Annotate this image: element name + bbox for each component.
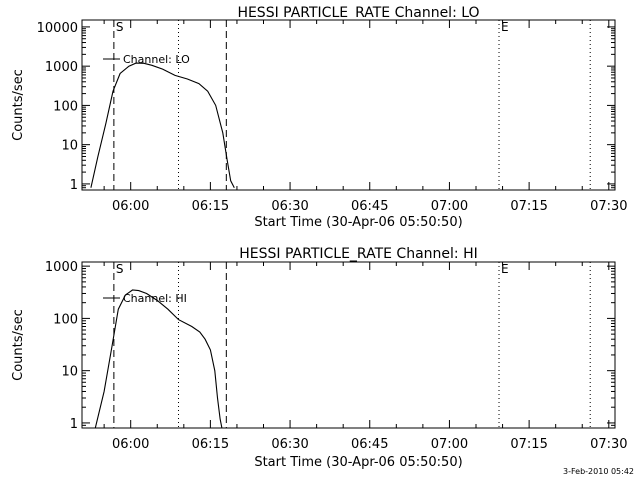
y-tick-label: 1000 (45, 60, 78, 75)
y-tick-label: 100 (53, 99, 78, 114)
series-line (94, 289, 223, 428)
y-tick-label: 100 (53, 312, 78, 327)
marker-label: E (501, 20, 509, 34)
x-tick-label: 06:00 (112, 437, 149, 452)
x-tick-label: 07:15 (510, 199, 547, 214)
x-tick-label: 06:00 (112, 199, 149, 214)
y-axis-label: Counts/sec (11, 69, 26, 141)
plot-frame (81, 19, 616, 191)
series-line (90, 62, 235, 188)
legend-label: Channel: HI (123, 292, 187, 305)
marker-label: S (116, 20, 124, 34)
marker-label: E (501, 262, 509, 276)
y-axis-label: Counts/sec (11, 309, 26, 381)
y-tick-label: 1 (70, 178, 78, 193)
x-tick-label: 06:15 (192, 199, 229, 214)
x-tick-label: 07:00 (431, 199, 468, 214)
x-tick-label: 06:30 (271, 199, 308, 214)
x-tick-label: 06:15 (192, 437, 229, 452)
x-tick-label: 06:30 (271, 437, 308, 452)
x-tick-label: 07:15 (510, 437, 547, 452)
x-tick-label: 07:30 (590, 199, 627, 214)
chart-title: HESSI PARTICLE_RATE Channel: LO (237, 5, 479, 21)
y-tick-label: 10000 (37, 21, 78, 36)
y-tick-label: 10 (61, 365, 78, 380)
plot-frame (81, 261, 616, 429)
chart-title: HESSI PARTICLE_RATE Channel: HI (239, 246, 477, 262)
x-axis-label: Start Time (30-Apr-06 05:50:50) (254, 215, 462, 230)
x-tick-label: 06:45 (351, 199, 388, 214)
y-tick-label: 10 (61, 139, 78, 154)
marker-label: S (116, 262, 124, 276)
y-tick-label: 1000 (45, 260, 78, 275)
footer-date: 3-Feb-2010 05:42 (563, 467, 634, 476)
y-tick-label: 1 (70, 417, 78, 432)
x-tick-label: 07:00 (431, 437, 468, 452)
x-tick-label: 07:30 (590, 437, 627, 452)
x-axis-label: Start Time (30-Apr-06 05:50:50) (254, 455, 462, 470)
x-tick-label: 06:45 (351, 437, 388, 452)
legend-label: Channel: LO (123, 53, 190, 66)
